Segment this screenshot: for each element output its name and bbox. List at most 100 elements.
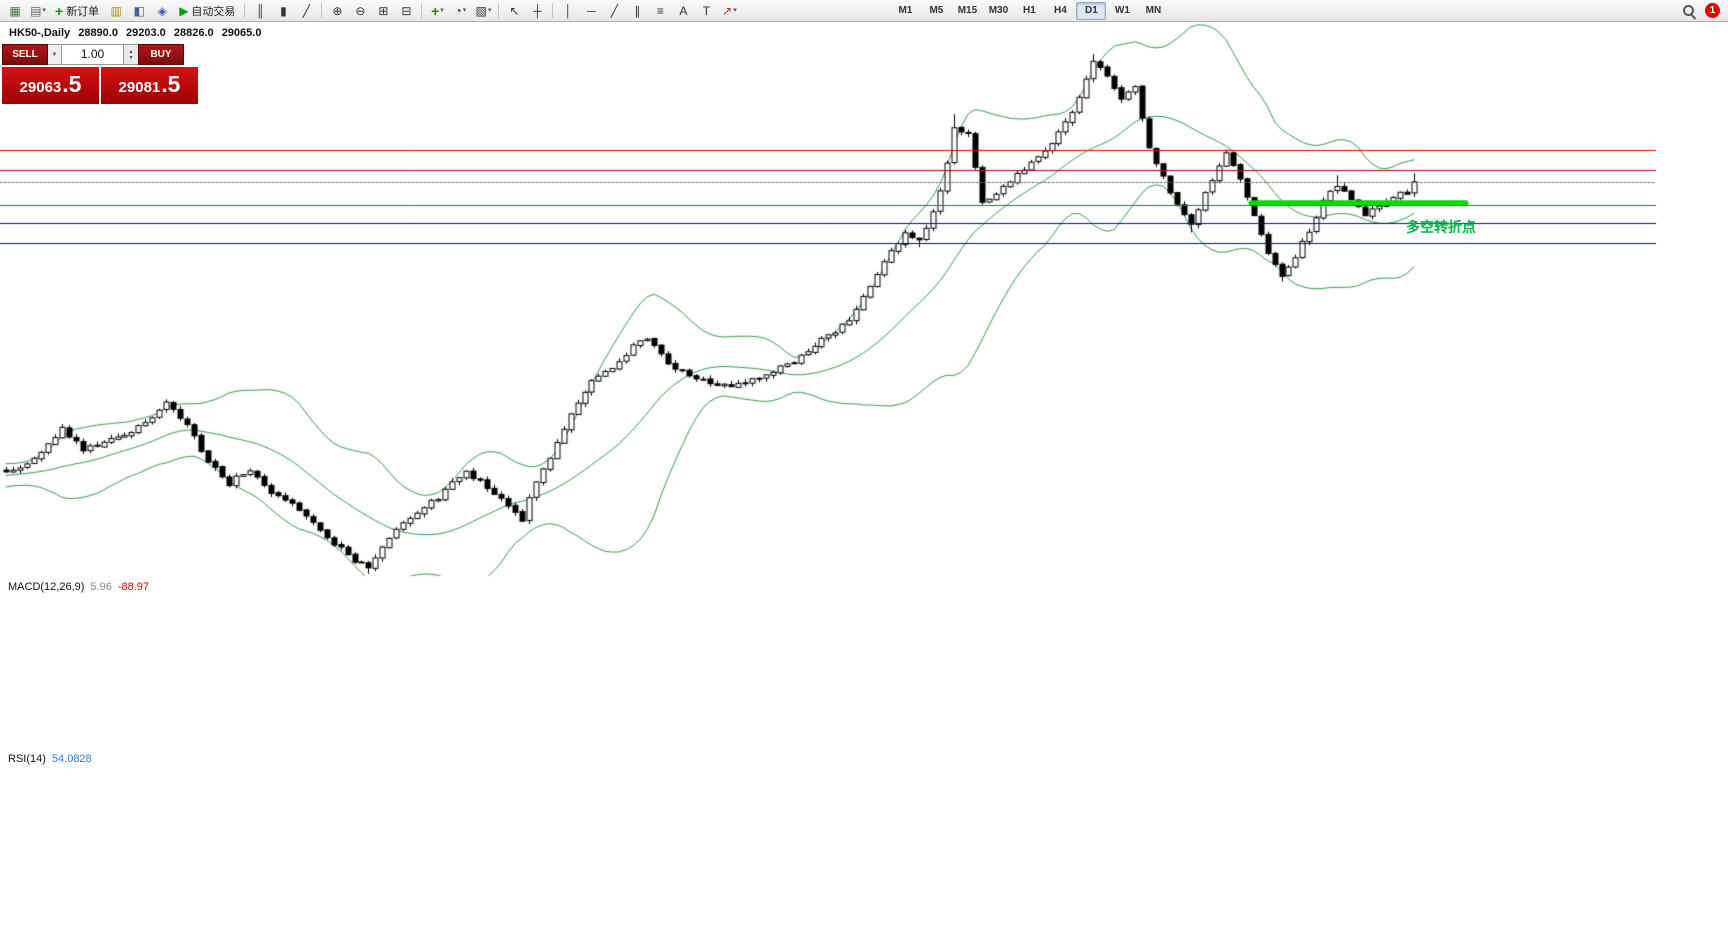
ohlc-high: 29203.0 bbox=[126, 27, 166, 39]
chevron-down-icon: ▾ bbox=[462, 6, 467, 14]
symbol-period-label: HK50-,Daily bbox=[9, 27, 71, 39]
toolbar-separator bbox=[321, 3, 323, 18]
toolbar-separator bbox=[244, 3, 246, 18]
chevron-down-icon: ▾ bbox=[487, 6, 492, 14]
vertical-line-icon[interactable]: │ bbox=[557, 1, 579, 21]
autotrading-button[interactable]: ▶ 自动交易 bbox=[174, 2, 240, 20]
chevron-down-icon: ▾ bbox=[440, 6, 444, 14]
timeframe-button-M15[interactable]: M15 bbox=[957, 5, 978, 16]
zoom-in-icon: ⊕ bbox=[332, 3, 343, 18]
crosshair-icon[interactable]: ┼ bbox=[526, 1, 548, 21]
toolbar-left-icons: ▦ ▤ ▾ + 新订单 ▥ ◧ ◈ ▶ 自动交易 ║ ▮ ╱ ⊕ ⊖ ⊞ ⊟ + ▾ ◔ ▾ ▧ ▾ ↖ ┼ │ ─ ╱ ∥ ≡ A T ↗ ▾ bbox=[4, 1, 740, 21]
timeframe-button-M1[interactable]: M1 bbox=[898, 5, 913, 16]
ohlc-low: 28826.0 bbox=[173, 27, 214, 39]
data-window-icon[interactable]: ◧ bbox=[128, 1, 150, 21]
sell-price[interactable]: 29063 .5 bbox=[2, 67, 99, 104]
indicators-icon[interactable]: + ▾ bbox=[426, 1, 448, 21]
timeframe-group: M1 M5 M15 M30 H1 H4 D1 W1 MN bbox=[890, 1, 1168, 20]
data-window-icon: ◧ bbox=[133, 3, 145, 18]
timeframe-button-D1[interactable]: D1 bbox=[1076, 1, 1107, 20]
horizontal-line-icon: ─ bbox=[587, 3, 596, 18]
toolbar-separator bbox=[421, 3, 423, 18]
profiles-icon[interactable]: ▤ ▾ bbox=[27, 1, 49, 21]
autotrading-button: ▶ bbox=[179, 3, 189, 18]
toolbar-separator bbox=[552, 3, 554, 18]
zoom-out-icon: ⊖ bbox=[355, 3, 366, 18]
cursor-icon[interactable]: ↖ bbox=[503, 1, 525, 21]
line-chart-icon: ╱ bbox=[302, 3, 311, 18]
templates-icon: ▧ bbox=[475, 3, 487, 18]
trendline-icon: ╱ bbox=[610, 3, 619, 18]
periods-icon: ◔ bbox=[454, 3, 462, 18]
autotrading-button-label: 自动交易 bbox=[191, 5, 236, 18]
text-label-icon[interactable]: T bbox=[695, 1, 717, 21]
horizontal-line-icon[interactable]: ─ bbox=[580, 1, 602, 21]
notification-badge[interactable]: 1 bbox=[1705, 3, 1720, 18]
fibonacci-icon[interactable]: ≡ bbox=[649, 1, 671, 21]
text-icon: A bbox=[679, 3, 688, 18]
toolbar-right: 1 bbox=[1681, 3, 1724, 19]
zoom-in-icon[interactable]: ⊕ bbox=[326, 1, 348, 21]
ohlc-open: 28890.0 bbox=[78, 27, 118, 39]
buy-price-int: 29081 bbox=[118, 79, 161, 96]
candlestick-chart-icon[interactable]: ▮ bbox=[272, 1, 294, 21]
navigator-icon[interactable]: ◈ bbox=[151, 1, 173, 21]
trendline-icon[interactable]: ╱ bbox=[603, 1, 625, 21]
sell-price-frac: .5 bbox=[62, 71, 82, 97]
new-order-button: + bbox=[55, 2, 64, 19]
templates-icon[interactable]: ▧ ▾ bbox=[472, 1, 494, 21]
bar-chart-icon: ║ bbox=[256, 3, 265, 18]
new-chart-icon[interactable]: ▦ bbox=[4, 1, 26, 21]
navigator-icon: ◈ bbox=[157, 3, 167, 18]
text-label-icon: T bbox=[702, 3, 711, 18]
volume-input[interactable]: 1.00 bbox=[62, 44, 124, 65]
toolbar-separator bbox=[498, 3, 500, 18]
turning-point-annotation: 多空转折点 bbox=[1406, 219, 1476, 235]
market-watch-icon: ▥ bbox=[110, 3, 122, 18]
arrows-icon: ↗ bbox=[722, 3, 733, 18]
new-order-button[interactable]: + 新订单 bbox=[50, 2, 104, 20]
timeframe-button-M5[interactable]: M5 bbox=[929, 5, 944, 16]
fibonacci-icon: ≡ bbox=[656, 3, 664, 18]
buy-button[interactable]: BUY bbox=[138, 44, 184, 65]
chart-title: HK50-,Daily 28890.0 29203.0 28826.0 2906… bbox=[9, 27, 266, 39]
volume-stepper[interactable]: ▲ ▼ bbox=[124, 44, 138, 65]
buy-price[interactable]: 29081 .5 bbox=[101, 67, 198, 104]
vertical-line-icon: │ bbox=[564, 3, 573, 18]
new-chart-icon: ▦ bbox=[9, 3, 21, 18]
tile-windows-icon: ⊞ bbox=[378, 3, 389, 18]
one-click-trading-panel: SELL ▼ 1.00 ▲ ▼ BUY 29063 .5 29081 .5 bbox=[2, 44, 200, 104]
macd-panel-label: MACD(12,26,9) 5.96 -88.97 bbox=[8, 581, 149, 593]
line-chart-icon[interactable]: ╱ bbox=[295, 1, 317, 21]
timeframe-button-M30[interactable]: M30 bbox=[988, 5, 1009, 16]
toolbar: ▦ ▤ ▾ + 新订单 ▥ ◧ ◈ ▶ 自动交易 ║ ▮ ╱ ⊕ ⊖ ⊞ ⊟ + ▾ ◔ ▾ ▧ ▾ ↖ ┼ │ ─ ╱ ∥ ≡ A T ↗ ▾ … bbox=[0, 0, 1728, 22]
macd-signal-value: -88.97 bbox=[117, 581, 150, 593]
bar-chart-icon[interactable]: ║ bbox=[249, 1, 271, 21]
timeframe-button-W1[interactable]: W1 bbox=[1114, 5, 1130, 16]
macd-name: MACD(12,26,9) bbox=[8, 581, 85, 593]
profiles-icon: ▤ bbox=[30, 3, 42, 18]
channel-icon[interactable]: ∥ bbox=[626, 1, 648, 21]
ohlc-close: 29065.0 bbox=[221, 27, 262, 39]
tile-windows-icon[interactable]: ⊞ bbox=[372, 1, 394, 21]
arrows-icon[interactable]: ↗ ▾ bbox=[718, 1, 740, 21]
sell-button[interactable]: SELL bbox=[2, 44, 48, 65]
arrange-windows-icon[interactable]: ⊟ bbox=[395, 1, 417, 21]
timeframe-button-H4[interactable]: H4 bbox=[1054, 5, 1067, 16]
rsi-name: RSI(14) bbox=[8, 753, 46, 765]
rsi-value: 54.0828 bbox=[51, 753, 92, 765]
arrange-windows-icon: ⊟ bbox=[401, 3, 412, 18]
timeframe-button-MN[interactable]: MN bbox=[1145, 5, 1162, 16]
zoom-out-icon[interactable]: ⊖ bbox=[349, 1, 371, 21]
sell-price-int: 29063 bbox=[19, 79, 62, 96]
buy-price-frac: .5 bbox=[161, 71, 181, 97]
search-icon[interactable] bbox=[1681, 3, 1697, 19]
market-watch-icon[interactable]: ▥ bbox=[105, 1, 127, 21]
cursor-icon: ↖ bbox=[509, 3, 520, 18]
periods-icon[interactable]: ◔ ▾ bbox=[449, 1, 471, 21]
text-icon[interactable]: A bbox=[672, 1, 694, 21]
timeframe-button-H1[interactable]: H1 bbox=[1023, 5, 1036, 16]
macd-value: 5.96 bbox=[90, 581, 112, 593]
volume-dropdown-icon[interactable]: ▼ bbox=[48, 44, 62, 65]
